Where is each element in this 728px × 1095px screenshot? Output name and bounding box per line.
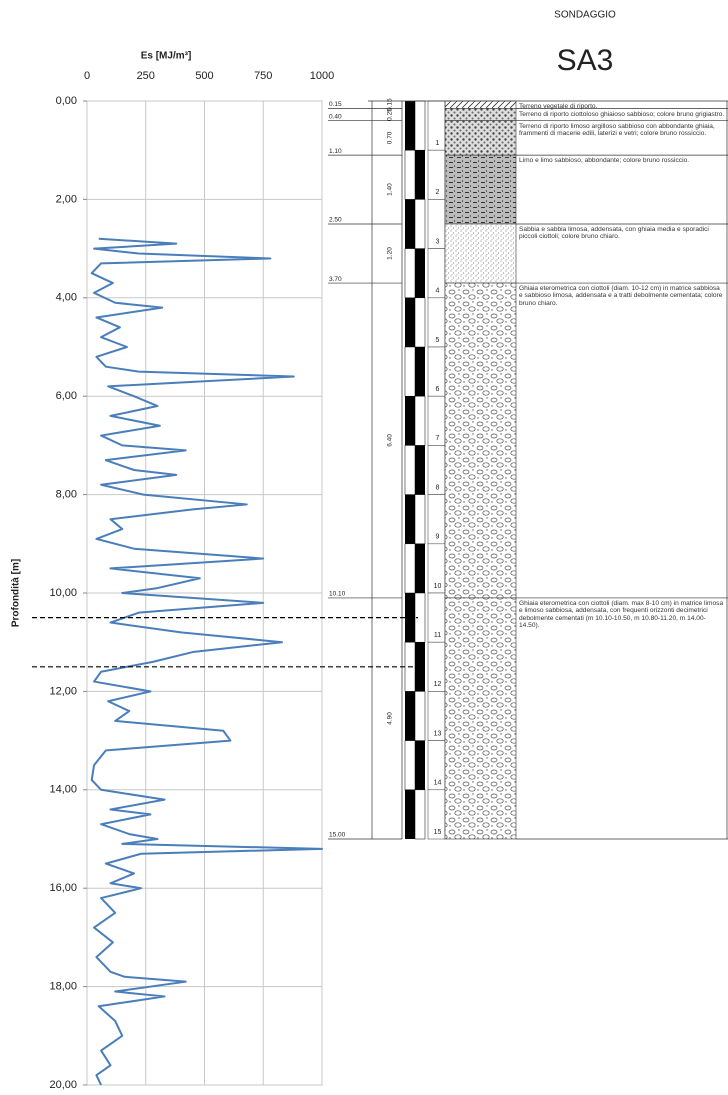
scale-bar (405, 790, 415, 839)
scale-bar (405, 544, 415, 593)
y-tick-label: 4,00 (56, 292, 77, 304)
axis-title: Es [MJ/m³] (141, 51, 192, 62)
scale-bar (415, 298, 425, 347)
sample-label: 7 (436, 435, 440, 442)
scale-bar (405, 396, 415, 445)
scale-bar (405, 150, 415, 199)
scale-bar (405, 101, 415, 150)
x-tick-label: 0 (84, 70, 90, 82)
sample-label: 4 (436, 288, 440, 295)
scale-bar (405, 445, 415, 494)
depth-label: 0.15 (329, 101, 342, 108)
layer-description: Ghiaia eterometrica con ciottoli (diam. … (519, 600, 725, 630)
scale-bar (415, 445, 425, 494)
scale-bar (405, 298, 415, 347)
sample-label: 6 (436, 386, 440, 393)
scale-bar (415, 495, 425, 544)
depth-label: 15.00 (329, 832, 346, 839)
sample-label: 2 (436, 189, 440, 196)
scale-bar (405, 249, 415, 298)
depth-label: 2.50 (329, 217, 342, 224)
scale-bar (415, 790, 425, 839)
y-tick-label: 0,00 (56, 95, 77, 107)
depth-label: 3.70 (329, 276, 342, 283)
lithology (445, 101, 516, 108)
scale-bar (415, 396, 425, 445)
scale-bar (415, 199, 425, 248)
y-tick-label: 14,00 (49, 784, 77, 796)
scale-bar (415, 691, 425, 740)
scale-bar (415, 544, 425, 593)
layer-description: Sabbia e sabbia limosa, addensata, con g… (519, 226, 725, 241)
thickness-label: 6.40 (387, 434, 394, 447)
thickness-label: 1.20 (387, 247, 394, 260)
lithology (445, 224, 516, 283)
depth-label: 0.40 (329, 113, 342, 120)
y-tick-label: 20,00 (49, 1079, 77, 1091)
lithology (445, 121, 516, 155)
lithology (445, 598, 516, 839)
thickness-label: 0.70 (387, 131, 394, 144)
sample-label: 5 (436, 337, 440, 344)
scale-bar (405, 495, 415, 544)
thickness-label: 0.25 (387, 108, 394, 121)
layer-description: Terreno di riporto limoso argilloso sabb… (519, 123, 725, 138)
lithology (445, 155, 516, 224)
sample-label: 1 (436, 140, 440, 147)
layer-description: Ghiaia eterometrica con ciottoli (diam. … (519, 285, 725, 307)
y-tick-label: 2,00 (56, 193, 77, 205)
sample-label: 14 (434, 780, 442, 787)
y-tick-label: 6,00 (56, 390, 77, 402)
layer-description: Limo e limo sabbioso, abbondante; colore… (519, 157, 725, 164)
sample-label: 8 (436, 484, 440, 491)
sample-label: 9 (436, 534, 440, 541)
sample-label: 3 (436, 238, 440, 245)
scale-bar (405, 691, 415, 740)
page: {"chart_data": {"type": "line", "title":… (0, 0, 728, 1095)
scale-bar (405, 741, 415, 790)
depth-label: 10.10 (329, 591, 346, 598)
y-tick-label: 12,00 (49, 685, 77, 697)
x-tick-label: 750 (254, 70, 272, 82)
y-tick-label: 8,00 (56, 489, 77, 501)
sample-label: 11 (434, 632, 441, 639)
scale-bar (405, 199, 415, 248)
layer-description: Terreno di riporto ciottoloso ghiaioso s… (519, 111, 725, 118)
layer-description: Terreno vegetale di riporto. (519, 103, 725, 110)
scale-bar (415, 741, 425, 790)
x-tick-label: 1000 (310, 70, 334, 82)
scale-bar (405, 347, 415, 396)
lithology (445, 108, 516, 120)
scale-bar (415, 347, 425, 396)
y-axis-label: Profondità [m] (11, 559, 22, 627)
log-label: SONDAGGIO (554, 10, 616, 21)
y-tick-label: 16,00 (49, 882, 77, 894)
thickness-label: 1.40 (387, 183, 394, 196)
scale-bar (415, 101, 425, 150)
scale-bar (415, 150, 425, 199)
x-tick-label: 500 (195, 70, 213, 82)
log-name: SA3 (557, 44, 614, 77)
thickness-label: 4.90 (387, 712, 394, 725)
lithology (445, 283, 516, 598)
sample-label: 15 (434, 829, 442, 836)
y-tick-label: 10,00 (49, 587, 77, 599)
sample-label: 12 (434, 681, 442, 688)
y-tick-label: 18,00 (49, 981, 77, 993)
depth-label: 1.10 (329, 148, 342, 155)
sample-label: 10 (434, 583, 442, 590)
x-tick-label: 250 (137, 70, 155, 82)
sample-label: 13 (434, 730, 442, 737)
scale-bar (415, 249, 425, 298)
